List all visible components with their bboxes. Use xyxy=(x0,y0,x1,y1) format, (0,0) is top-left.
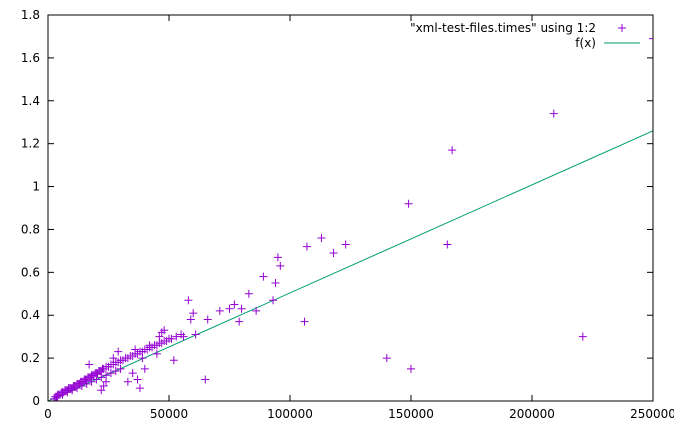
data-point xyxy=(189,309,198,318)
data-point xyxy=(269,296,278,305)
data-point xyxy=(201,375,210,384)
data-point xyxy=(116,364,125,373)
data-point xyxy=(230,300,239,309)
data-point xyxy=(252,306,261,315)
data-point xyxy=(155,332,164,341)
data-point xyxy=(167,334,176,343)
data-point xyxy=(160,326,169,335)
x-tick-label: 250000 xyxy=(630,407,674,421)
data-point xyxy=(133,375,142,384)
data-point xyxy=(448,146,457,155)
plot-border xyxy=(47,14,654,402)
data-point xyxy=(97,373,106,382)
data-point xyxy=(77,381,86,390)
data-point xyxy=(169,356,178,365)
data-point xyxy=(138,354,147,363)
data-point xyxy=(114,347,123,356)
legend-label-points: "xml-test-files.times" using 1:2 xyxy=(410,21,596,35)
data-point xyxy=(215,306,224,315)
legend-marker-points xyxy=(618,24,626,32)
data-point xyxy=(58,390,67,399)
data-point xyxy=(317,234,326,243)
data-point xyxy=(97,386,106,395)
data-point xyxy=(131,345,140,354)
data-point xyxy=(549,109,558,118)
data-point xyxy=(140,364,149,373)
data-point xyxy=(111,366,120,375)
data-point xyxy=(179,332,188,341)
data-point xyxy=(109,354,118,363)
y-tick-label: 1.6 xyxy=(21,51,40,65)
data-point xyxy=(87,377,96,386)
x-tick-label: 0 xyxy=(44,407,52,421)
data-point xyxy=(73,384,82,393)
x-tick-label: 50000 xyxy=(150,407,188,421)
x-tick-label: 200000 xyxy=(509,407,555,421)
y-tick-label: 0 xyxy=(32,394,40,408)
data-point xyxy=(82,379,91,388)
data-point xyxy=(649,34,653,43)
x-tick-label: 100000 xyxy=(267,407,313,421)
y-tick-label: 1 xyxy=(32,180,40,194)
y-tick-label: 0.2 xyxy=(21,351,40,365)
y-tick-label: 1.2 xyxy=(21,137,40,151)
data-point xyxy=(128,369,137,378)
data-point xyxy=(102,377,111,386)
data-point xyxy=(172,332,181,341)
data-point xyxy=(244,289,253,298)
data-point xyxy=(135,384,144,393)
data-point xyxy=(237,304,246,313)
data-point xyxy=(271,279,280,288)
data-point xyxy=(191,330,200,339)
data-point xyxy=(85,360,94,369)
data-layer xyxy=(48,34,653,401)
data-point xyxy=(106,369,115,378)
data-point xyxy=(382,354,391,363)
data-point xyxy=(443,240,452,249)
legend-label-fit: f(x) xyxy=(575,36,596,50)
data-point xyxy=(259,272,268,281)
data-point xyxy=(53,392,62,401)
data-point xyxy=(152,349,161,358)
data-point xyxy=(225,304,234,313)
data-point xyxy=(99,381,108,390)
data-point xyxy=(407,364,415,373)
data-point xyxy=(203,315,212,324)
x-tick-label: 150000 xyxy=(388,407,434,421)
data-point xyxy=(341,240,350,249)
legend: "xml-test-files.times" using 1:2 f(x) xyxy=(410,21,640,50)
y-tick-label: 1.8 xyxy=(21,8,40,22)
data-point xyxy=(184,296,193,305)
data-point xyxy=(145,341,154,350)
data-point xyxy=(404,199,413,208)
data-point xyxy=(300,317,309,326)
data-point xyxy=(123,377,132,386)
data-point xyxy=(276,261,285,270)
data-point xyxy=(186,315,195,324)
data-point xyxy=(92,375,101,384)
data-point xyxy=(273,253,282,262)
data-point xyxy=(329,249,338,258)
data-point xyxy=(235,317,244,326)
y-tick-label: 0.6 xyxy=(21,265,40,279)
fit-line xyxy=(48,130,653,401)
y-tick-label: 1.4 xyxy=(21,94,40,108)
y-tick-label: 0.8 xyxy=(21,222,40,236)
data-point xyxy=(68,386,77,395)
data-point xyxy=(578,332,587,341)
data-point xyxy=(63,388,72,397)
y-tick-label: 0.4 xyxy=(21,308,40,322)
data-point xyxy=(302,242,311,251)
